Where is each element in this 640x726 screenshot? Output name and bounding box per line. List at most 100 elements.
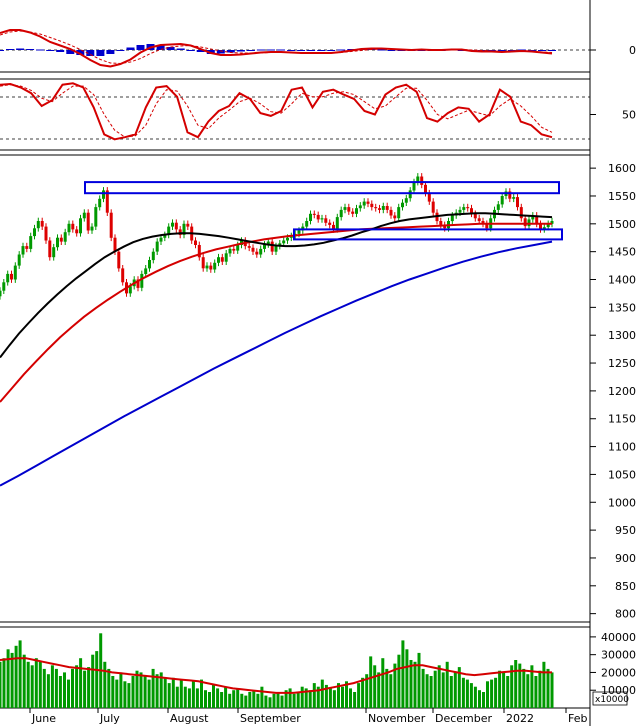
volume-bar xyxy=(361,677,365,708)
volume-bar xyxy=(453,672,457,708)
candle-body xyxy=(523,218,527,227)
candle-body xyxy=(86,212,90,231)
macd-histogram-bar xyxy=(377,49,386,51)
candle-body xyxy=(351,211,355,214)
volume-bar xyxy=(50,665,54,708)
price-axis-label: 1450 xyxy=(608,246,636,259)
price-axis-label: 1100 xyxy=(608,441,636,454)
price-axis-label: 950 xyxy=(615,524,636,537)
volume-bar xyxy=(409,660,413,708)
volume-bar xyxy=(179,679,183,708)
volume-bar xyxy=(256,693,260,708)
candle-body xyxy=(236,245,240,251)
volume-bar xyxy=(195,688,199,708)
candle-body xyxy=(546,223,550,228)
macd-histogram-bar xyxy=(16,48,25,50)
volume-bar xyxy=(546,668,550,708)
volume-bar xyxy=(445,661,449,708)
candle-body xyxy=(408,190,412,199)
volume-bar xyxy=(276,692,280,708)
macd-histogram-bar xyxy=(196,50,205,52)
volume-bar xyxy=(482,692,485,708)
volume-bar xyxy=(30,665,34,708)
x-axis-label: September xyxy=(240,712,301,725)
volume-bar xyxy=(353,692,357,708)
volume-bar xyxy=(71,668,74,708)
volume-bar xyxy=(147,679,151,708)
price-axis-label: 1600 xyxy=(608,162,636,175)
candle-body xyxy=(266,241,270,245)
volume-bar xyxy=(534,676,538,708)
volume-bar xyxy=(518,663,522,708)
volume-bar xyxy=(26,661,30,708)
candle-body xyxy=(197,245,201,258)
volume-bar xyxy=(337,683,340,708)
volume-bar xyxy=(389,674,393,708)
volume-bar xyxy=(377,672,381,708)
x-axis-label: June xyxy=(31,712,56,725)
candle-body xyxy=(393,215,397,219)
candle-body xyxy=(443,224,447,229)
candle-body xyxy=(312,213,316,215)
volume-bar xyxy=(167,683,171,708)
candle-body xyxy=(450,215,454,222)
volume-bar xyxy=(284,690,288,708)
price-axis-label: 1500 xyxy=(608,218,636,231)
volume-bar xyxy=(328,688,332,708)
volume-bar xyxy=(187,688,191,708)
candle-body xyxy=(462,207,466,210)
candle-body xyxy=(52,247,56,258)
candle-body xyxy=(63,232,67,242)
candle-body xyxy=(374,207,378,209)
price-axis-label: 1000 xyxy=(608,496,636,509)
volume-bar xyxy=(131,676,135,708)
volume-bar xyxy=(538,670,542,708)
x-axis-label: Feb xyxy=(568,712,587,725)
candle-body xyxy=(56,237,59,248)
candle-body xyxy=(539,223,542,230)
macd-histogram-bar xyxy=(277,49,285,51)
volume-bar xyxy=(67,679,70,708)
candle-body xyxy=(102,190,105,199)
macd-line xyxy=(0,29,553,68)
macd-histogram-bar xyxy=(126,47,135,50)
volume-bar xyxy=(2,658,6,708)
candle-body xyxy=(163,235,167,238)
volume-bar xyxy=(115,679,119,708)
macd-histogram-bar xyxy=(86,50,95,56)
candle-body xyxy=(343,207,347,210)
price-axis-label: 1250 xyxy=(608,357,636,370)
macd-histogram-bar xyxy=(216,50,225,54)
stochastic-panel xyxy=(0,78,590,151)
candle-body xyxy=(128,286,132,294)
candle-body xyxy=(416,176,420,183)
volume-bar xyxy=(449,676,453,708)
volume-bar xyxy=(183,686,187,708)
candle-body xyxy=(466,207,470,209)
candle-body xyxy=(381,206,385,210)
candle-body xyxy=(33,228,36,237)
candle-body xyxy=(263,244,266,249)
volume-bar xyxy=(54,668,58,708)
candle-body xyxy=(251,247,255,252)
candle-body xyxy=(332,224,335,230)
candle-body xyxy=(286,237,289,241)
candle-body xyxy=(155,241,159,252)
macd-histogram-bar xyxy=(36,49,45,51)
volume-ma-line xyxy=(0,657,552,694)
macd-histogram-bar xyxy=(6,49,14,50)
candle-body xyxy=(232,248,236,251)
volume-axis-label: 20000 xyxy=(601,666,636,679)
candle-body xyxy=(0,290,2,297)
candle-body xyxy=(13,265,17,280)
candle-body xyxy=(228,248,232,254)
volume-bar xyxy=(38,661,42,708)
volume-bar xyxy=(280,695,284,708)
candle-body xyxy=(29,236,33,249)
candle-body xyxy=(270,241,274,252)
macd-histogram-bar xyxy=(317,50,326,51)
volume-bar xyxy=(91,654,95,708)
candle-body xyxy=(205,265,209,269)
candle-body xyxy=(148,260,151,269)
volume-bar xyxy=(373,665,377,708)
